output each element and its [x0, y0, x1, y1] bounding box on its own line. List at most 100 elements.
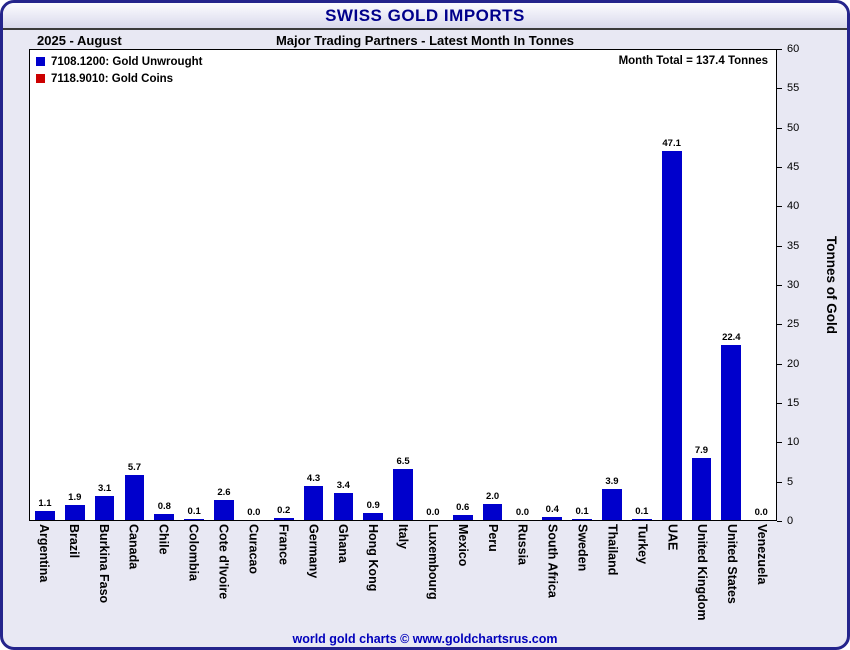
bar-value-label: 1.9: [68, 492, 82, 504]
x-label-slot: United States: [717, 524, 747, 630]
x-axis-label: UAE: [665, 524, 680, 551]
x-label-slot: Curacao: [238, 524, 268, 630]
bar-slot-colombia: 0.1: [179, 50, 209, 520]
bar-value-label: 22.4: [722, 331, 741, 343]
x-axis-label: Peru: [485, 524, 500, 552]
y-tick-label: 5: [787, 475, 794, 488]
x-axis-labels: Argentina Brazil Burkina Faso Canada Chile Co…: [29, 524, 777, 630]
bar-slot-cote-d-ivoire: 2.6: [209, 50, 239, 520]
bar: [273, 518, 294, 520]
bar-value-label: 0.4: [545, 503, 559, 515]
x-axis-label: Chile: [156, 524, 171, 555]
bars-layer: 1.1 1.9 3.1 5.7 0.8 0.1 2.6 0.0 0.2 4.3 3.4 0.9 6.5 0…: [30, 50, 776, 520]
bar-value-label: 47.1: [662, 138, 681, 150]
y-tick-label: 45: [787, 161, 800, 173]
bar-slot-uae: 47.1: [657, 50, 687, 520]
x-axis-label: Curacao: [246, 524, 261, 575]
bar: [35, 511, 55, 520]
x-axis-label: Colombia: [186, 524, 201, 581]
bar: [124, 475, 145, 520]
bar-value-label: 6.5: [396, 456, 410, 468]
y-tick-mark: [777, 324, 782, 326]
bar-value-label: 0.1: [575, 506, 589, 518]
x-label-slot: Canada: [119, 524, 149, 630]
chart-subtitle: Major Trading Partners - Latest Month In…: [275, 33, 575, 48]
bar-slot-south-africa: 0.4: [537, 50, 567, 520]
bar: [184, 519, 204, 520]
y-tick-mark: [777, 442, 782, 444]
y-tick-label: 35: [787, 239, 800, 252]
x-label-slot: Cote d'Ivoire: [209, 524, 239, 630]
x-axis-label: Ghana: [336, 524, 351, 563]
bar-slot-mexico: 0.6: [448, 50, 478, 520]
bar: [303, 486, 324, 520]
y-tick-label: 40: [787, 200, 800, 213]
x-label-slot: Brazil: [59, 524, 89, 630]
x-label-slot: Turkey: [627, 524, 657, 630]
bar-value-label: 1.1: [38, 498, 52, 510]
x-axis-label: Russia: [515, 524, 530, 565]
bar-slot-peru: 2.0: [478, 50, 508, 520]
x-label-slot: Thailand: [598, 524, 628, 630]
x-axis-label: United States: [725, 524, 740, 604]
y-tick-mark: [777, 481, 782, 483]
bar-value-label: 2.0: [485, 491, 500, 503]
bar-slot-luxembourg: 0.0: [418, 50, 448, 520]
x-label-slot: United Kingdom: [687, 524, 717, 630]
bar-slot-hong-kong: 0.9: [358, 50, 388, 520]
bar-slot-united-states: 22.4: [716, 50, 746, 520]
bar-slot-canada: 5.7: [120, 50, 150, 520]
legend-label: 7118.9010: Gold Coins: [51, 72, 174, 85]
bar-slot-united-kingdom: 7.9: [687, 50, 717, 520]
bar-value-label: 7.9: [694, 445, 709, 457]
y-tick-mark: [777, 127, 782, 129]
month-total-annotation: Month Total = 137.4 Tonnes: [618, 55, 768, 67]
x-axis-label: France: [276, 524, 291, 565]
y-tick-label: 15: [787, 397, 800, 409]
bar-slot-chile: 0.8: [149, 50, 179, 520]
bar-slot-france: 0.2: [269, 50, 299, 520]
bar: [154, 513, 175, 520]
x-label-slot: Hong Kong: [358, 524, 388, 630]
x-axis-label: Turkey: [635, 524, 650, 565]
bar: [661, 151, 682, 520]
legend-swatch: [36, 57, 45, 66]
bar-value-label: 0.8: [157, 500, 171, 512]
bar-slot-ghana: 3.4: [328, 50, 358, 520]
x-label-slot: Venezuela: [747, 524, 777, 630]
y-tick-label: 50: [787, 121, 800, 134]
bar-slot-argentina: 1.1: [30, 50, 60, 520]
x-label-slot: Colombia: [179, 524, 209, 630]
x-axis-label: Brazil: [66, 524, 81, 559]
x-axis-label: Mexico: [455, 524, 470, 567]
bar: [602, 489, 622, 520]
x-label-slot: UAE: [657, 524, 687, 630]
x-label-slot: Italy: [388, 524, 418, 630]
bar-value-label: 3.4: [336, 480, 350, 492]
bar: [452, 515, 473, 520]
bar: [691, 458, 712, 520]
y-axis-title-wrap: Tonnes of Gold: [824, 49, 839, 521]
x-label-slot: South Africa: [538, 524, 568, 630]
x-axis-label: Cote d'Ivoire: [216, 524, 231, 600]
y-axis-title: Tonnes of Gold: [824, 236, 839, 334]
bar: [214, 499, 234, 520]
bar-value-label: 0.0: [515, 507, 530, 518]
bar-slot-germany: 4.3: [299, 50, 329, 520]
x-axis-label: Germany: [306, 524, 321, 579]
bar-value-label: 0.9: [366, 499, 380, 511]
y-tick-label: 20: [787, 357, 800, 370]
x-axis-label: Burkina Faso: [96, 524, 111, 604]
bar-slot-turkey: 0.1: [627, 50, 657, 520]
x-label-slot: Argentina: [29, 524, 59, 630]
y-tick-mark: [777, 49, 782, 50]
y-tick-mark: [777, 88, 782, 90]
bar-value-label: 0.1: [187, 506, 201, 518]
legend-row-gold-coins: 7118.9010: Gold Coins: [36, 70, 202, 87]
bar-value-label: 0.0: [754, 507, 768, 518]
y-tick-mark: [777, 206, 782, 208]
date-label: 2025 - August: [37, 33, 122, 48]
bar-value-label: 5.7: [127, 462, 142, 474]
bar-value-label: 0.6: [456, 502, 470, 514]
